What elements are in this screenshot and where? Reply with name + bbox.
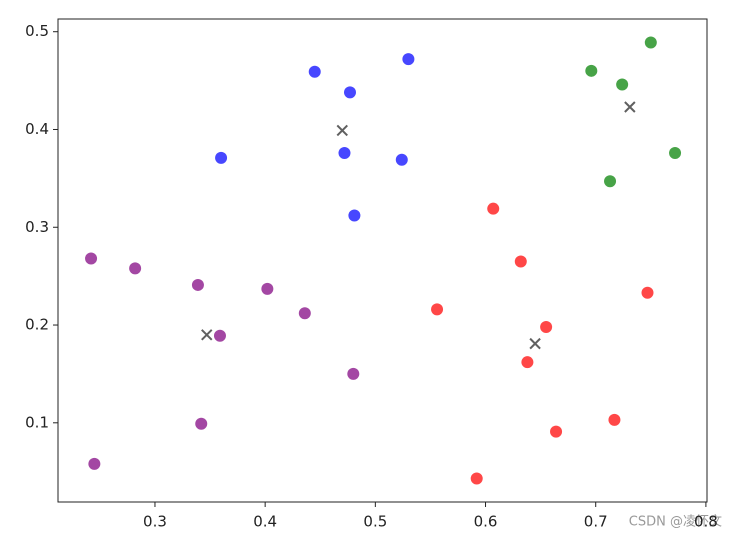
y-tick-label: 0.5 [25,22,49,40]
point [85,252,98,265]
y-tick-label: 0.4 [25,120,49,138]
point [644,36,657,49]
point [298,307,311,320]
point [641,286,654,299]
point [338,146,351,159]
point [550,425,563,438]
y-tick-label: 0.3 [25,218,49,236]
point [129,262,142,275]
point [348,209,361,222]
plot-frame [57,18,708,503]
centroid [336,124,348,137]
centroid [529,337,541,350]
point [191,278,204,291]
watermark: CSDN @凌怀文 [629,515,722,530]
point [669,146,682,159]
y-tick-label: 0.2 [25,316,49,334]
point [343,86,356,99]
point [261,282,274,295]
point [195,417,208,430]
x-tick-label: 0.8 [694,513,718,531]
point [608,413,621,426]
point [540,320,553,333]
x-tick-label: 0.3 [143,513,167,531]
point [88,457,101,470]
centroid [201,329,213,341]
point [585,64,598,77]
centroid [624,101,636,113]
point [347,367,360,380]
x-tick-label: 0.7 [584,513,608,531]
point [431,303,444,316]
x-tick-label: 0.4 [253,513,277,531]
point [521,356,534,369]
y-tick-label: 0.1 [25,413,49,431]
point [487,202,500,215]
point [402,53,415,66]
point [308,65,321,78]
point [514,255,527,268]
point [395,153,408,166]
point [604,175,617,188]
point [213,329,226,342]
x-tick-label: 0.6 [474,513,498,531]
point [616,78,629,91]
point [470,472,483,485]
point [215,151,228,164]
x-tick-label: 0.5 [363,513,387,531]
